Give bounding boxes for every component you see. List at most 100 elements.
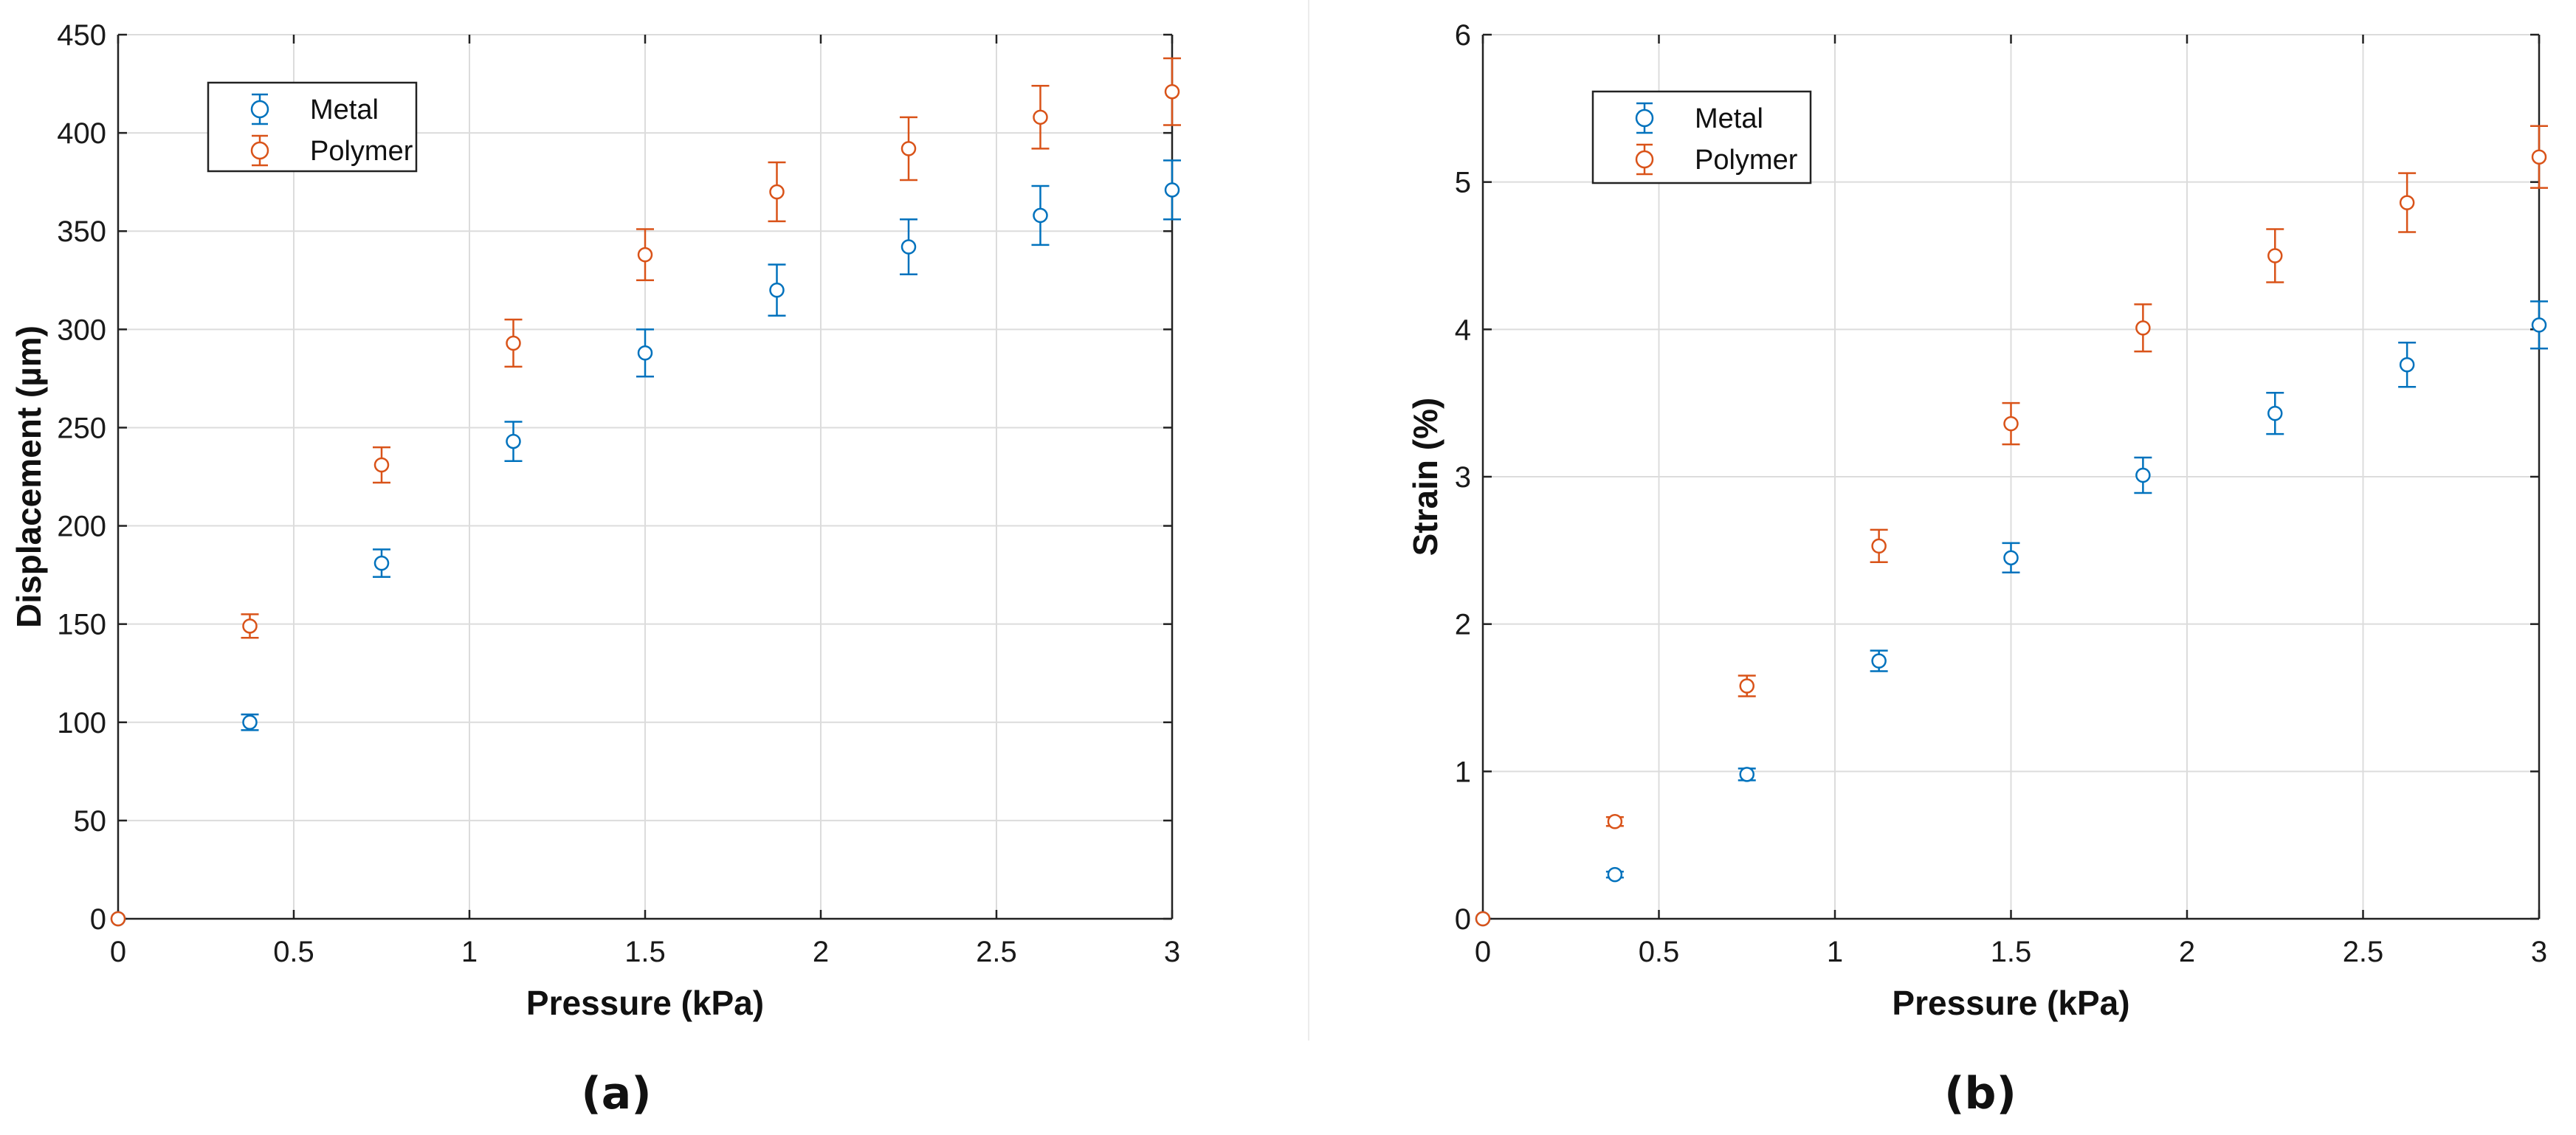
series-polymer xyxy=(1475,125,2548,927)
legend-box xyxy=(207,81,418,173)
data-marker xyxy=(2135,467,2151,483)
data-marker xyxy=(1475,911,1491,927)
x-tick-label: 0.5 xyxy=(1639,936,1680,968)
y-tick-label: 4 xyxy=(1455,314,1471,346)
data-point-polymer xyxy=(2134,303,2152,353)
data-point-metal xyxy=(1031,184,1050,246)
y-tick-label: 300 xyxy=(57,314,106,346)
x-tick-label: 1 xyxy=(461,936,478,968)
data-marker xyxy=(1871,653,1887,669)
y-tick-label: 350 xyxy=(57,215,106,248)
data-marker xyxy=(2267,248,2283,263)
panel-divider xyxy=(1308,0,1309,1041)
legend-label-metal: Metal xyxy=(310,94,379,125)
y-axis-title: Strain (%) xyxy=(1406,398,1444,556)
data-point-polymer xyxy=(1163,57,1181,126)
data-marker xyxy=(242,618,258,634)
data-point-metal xyxy=(1163,159,1181,221)
data-point-metal xyxy=(373,548,390,579)
legend-label-polymer: Polymer xyxy=(1695,145,1798,176)
data-point-polymer xyxy=(900,116,917,182)
y-tick-label: 150 xyxy=(57,609,106,641)
y-tick-label: 400 xyxy=(57,117,106,150)
data-marker xyxy=(373,555,390,571)
data-marker xyxy=(1739,767,1754,782)
data-marker xyxy=(2267,405,2283,421)
data-marker xyxy=(110,911,126,927)
data-point-metal xyxy=(2266,391,2284,435)
data-point-metal xyxy=(636,328,654,378)
x-tick-label: 1 xyxy=(1827,936,1843,968)
x-tick-label: 2.5 xyxy=(2343,936,2384,968)
data-point-polymer xyxy=(2266,228,2284,283)
data-marker xyxy=(1164,83,1180,100)
data-marker xyxy=(1607,813,1623,829)
data-point-metal xyxy=(2002,542,2020,574)
y-tick-label: 5 xyxy=(1455,167,1471,199)
series-metal xyxy=(110,159,1181,927)
y-tick-label: 0 xyxy=(90,903,106,936)
x-tick-label: 3 xyxy=(1164,936,1180,968)
data-marker xyxy=(2003,415,2019,432)
data-point-metal xyxy=(2530,300,2548,350)
data-marker xyxy=(769,282,785,298)
legend-label-metal: Metal xyxy=(1695,103,1763,134)
data-marker xyxy=(900,141,917,156)
x-axis-title: Pressure (kPa) xyxy=(526,984,764,1022)
data-point-polymer xyxy=(110,911,126,927)
y-tick-label: 50 xyxy=(74,805,107,838)
data-marker xyxy=(2003,550,2019,566)
data-marker xyxy=(373,457,390,473)
data-marker xyxy=(637,246,653,263)
data-point-metal xyxy=(241,713,259,731)
legend-label-polymer: Polymer xyxy=(310,136,413,167)
y-tick-label: 100 xyxy=(57,707,106,739)
data-marker xyxy=(637,345,653,361)
x-axis-title: Pressure (kPa) xyxy=(1892,984,2129,1022)
data-marker xyxy=(769,184,785,200)
data-marker xyxy=(1871,538,1887,554)
legend-marker xyxy=(1635,108,1654,128)
data-point-metal xyxy=(2134,456,2152,494)
x-tick-label: 0 xyxy=(110,936,126,968)
data-marker xyxy=(506,433,521,449)
data-point-polymer xyxy=(2530,125,2548,189)
data-marker xyxy=(1033,207,1048,224)
data-point-polymer xyxy=(1475,911,1491,927)
x-tick-label: 1.5 xyxy=(624,936,666,968)
data-marker xyxy=(1607,866,1623,883)
data-point-metal xyxy=(504,421,523,462)
y-tick-label: 200 xyxy=(57,511,106,543)
y-tick-label: 3 xyxy=(1455,461,1471,494)
data-point-metal xyxy=(1605,866,1624,883)
data-point-metal xyxy=(768,263,786,317)
data-point-polymer xyxy=(636,228,654,282)
x-tick-label: 1.5 xyxy=(1991,936,2032,968)
data-point-polymer xyxy=(768,161,786,223)
x-tick-label: 2.5 xyxy=(976,936,1017,968)
x-tick-label: 3 xyxy=(2531,936,2547,968)
legend-marker xyxy=(1635,150,1654,169)
data-point-polymer xyxy=(1738,675,1756,697)
y-tick-label: 450 xyxy=(57,19,106,52)
legend: Metal Polymer xyxy=(1591,90,1812,184)
x-tick-label: 0 xyxy=(1475,936,1491,968)
data-marker xyxy=(2531,317,2547,333)
data-marker xyxy=(1739,678,1754,694)
y-axis-title: Displacement (µm) xyxy=(10,325,48,628)
chart-panel-b: 0 0.5 1 1.5 2 2.5 3 0 1 2 3 4 5 6 Pressure (kPa) Strain… xyxy=(1406,19,2548,1022)
data-point-polymer xyxy=(1031,84,1050,150)
data-point-polymer xyxy=(1605,813,1624,829)
data-point-polymer xyxy=(504,318,523,368)
y-tick-label: 6 xyxy=(1455,19,1471,52)
data-point-polymer xyxy=(2002,401,2020,446)
data-marker xyxy=(2399,357,2415,373)
legend-marker xyxy=(250,100,269,119)
data-marker xyxy=(2531,149,2547,165)
legend-box xyxy=(1591,90,1812,184)
data-point-polymer xyxy=(373,446,390,484)
series-polymer xyxy=(110,57,1181,927)
data-point-metal xyxy=(900,218,917,276)
